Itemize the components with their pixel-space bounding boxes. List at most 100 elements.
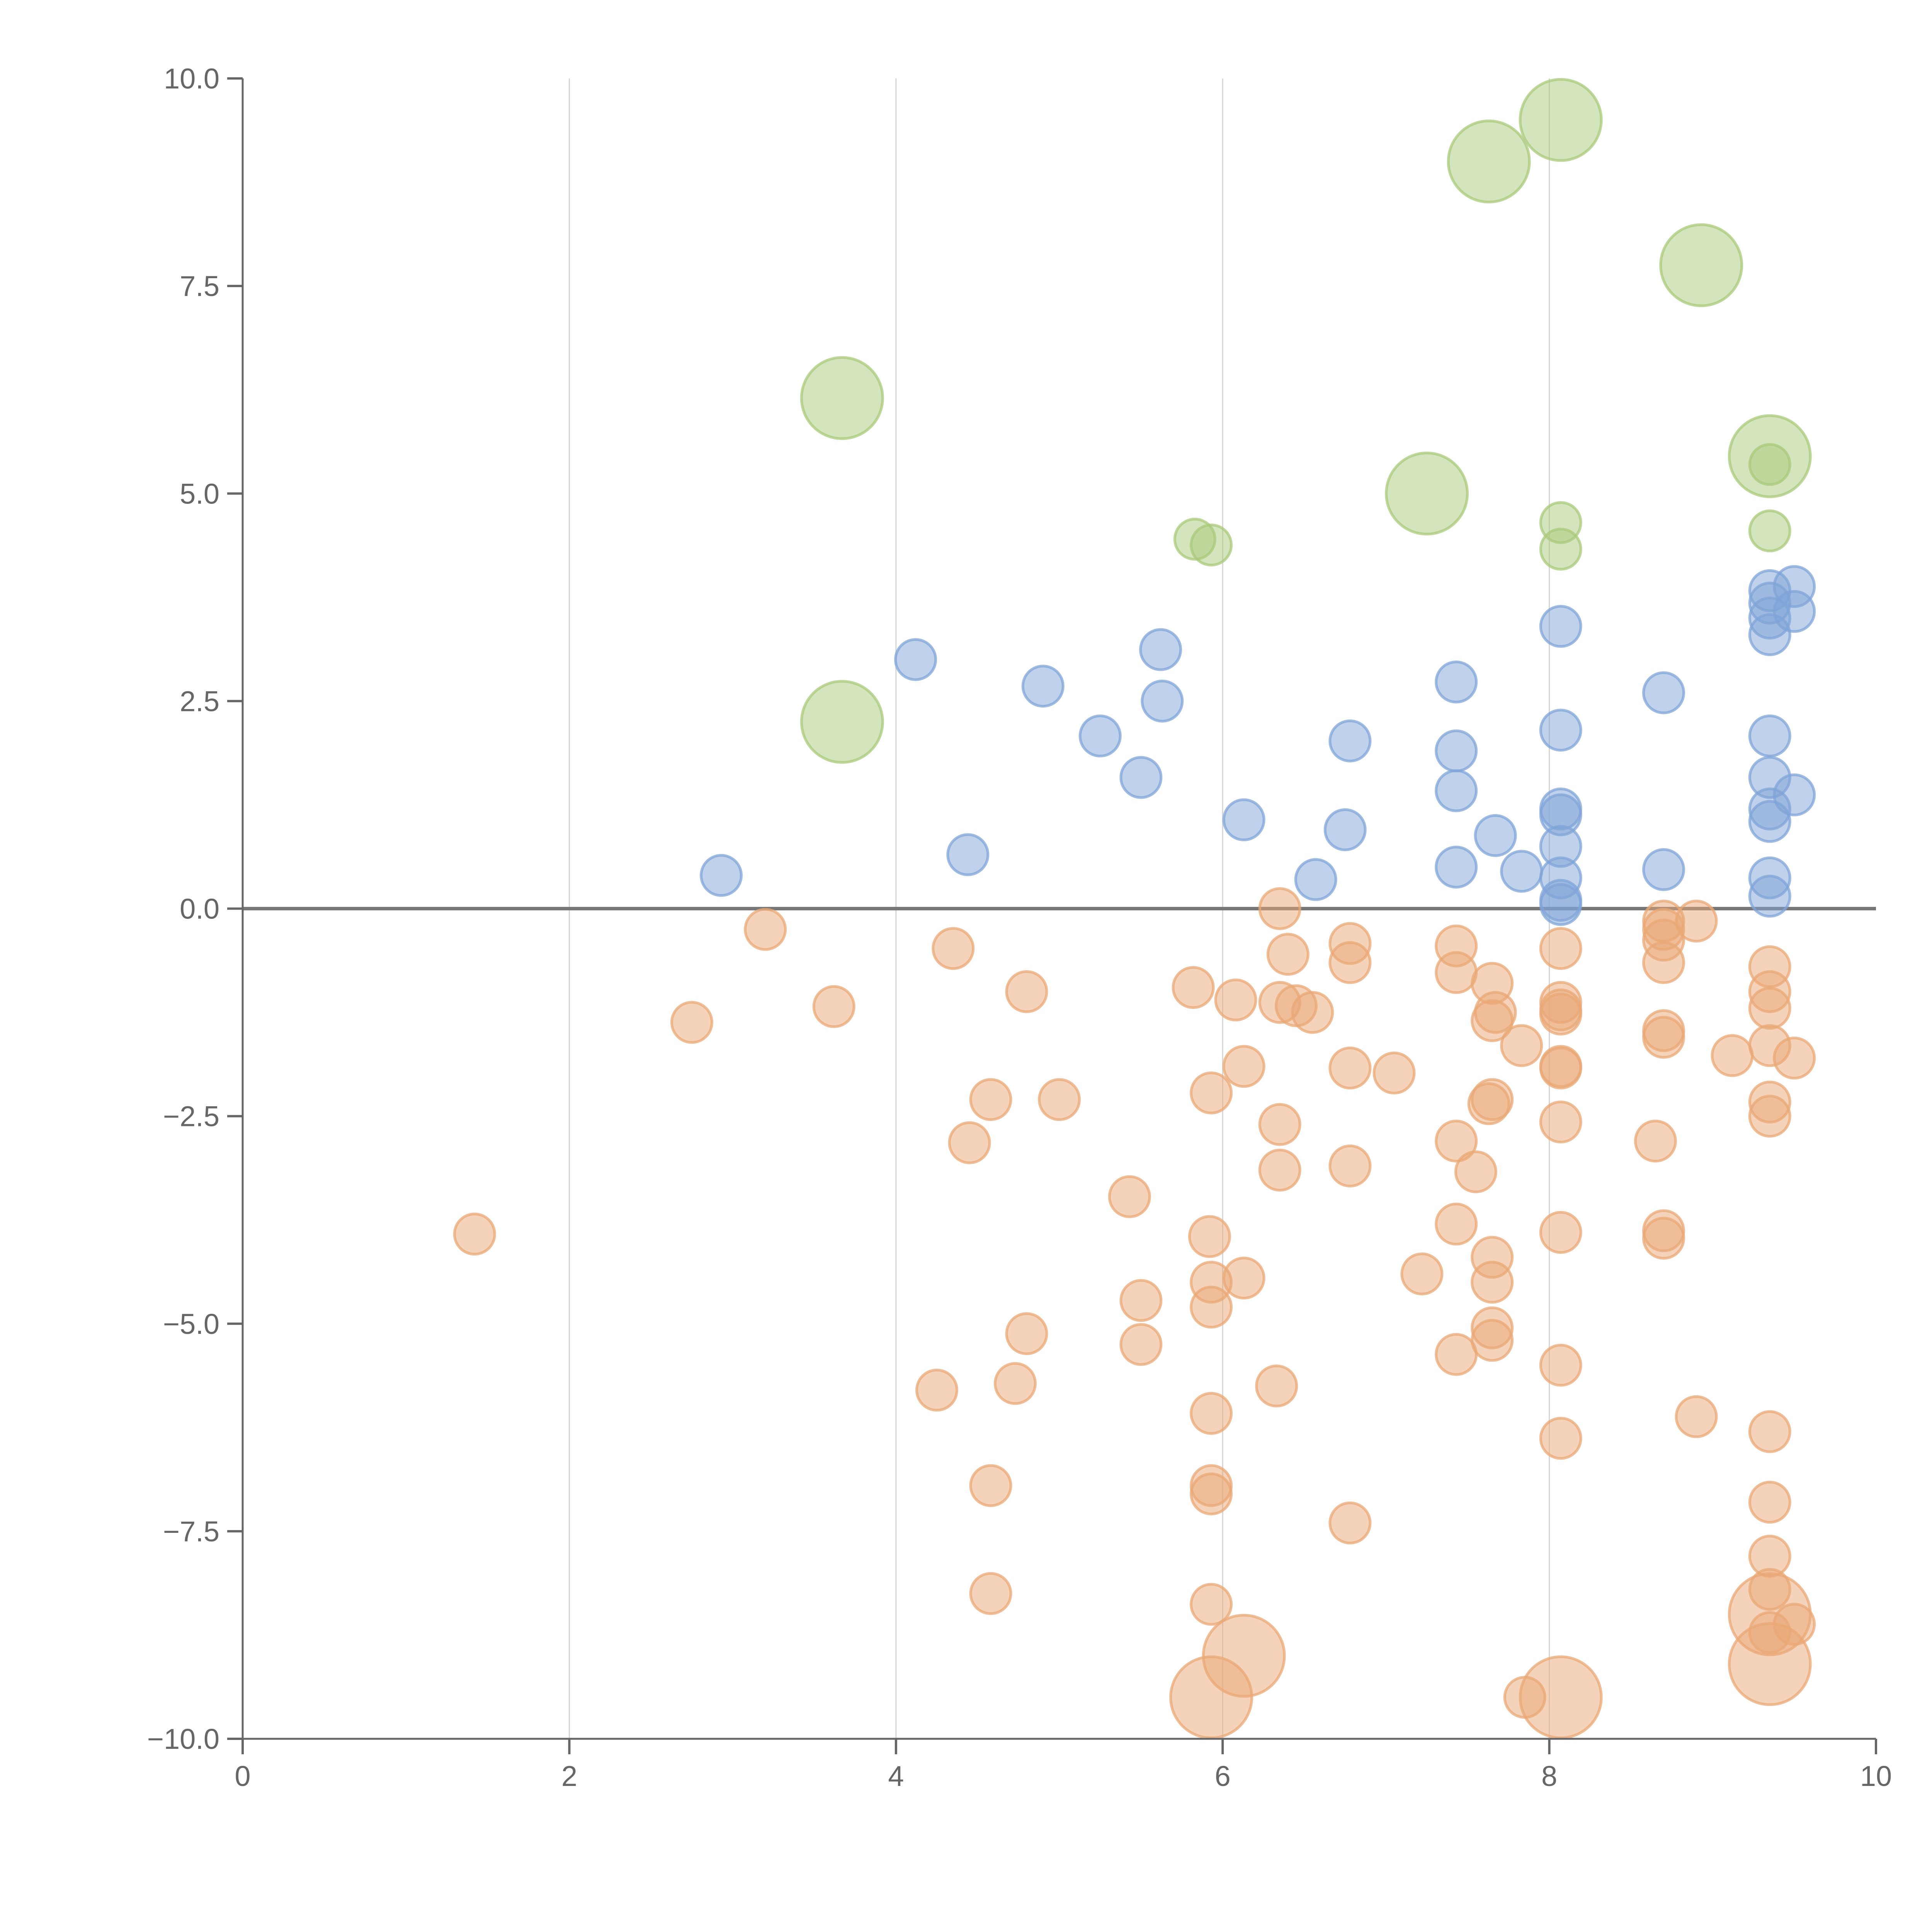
- orange-point-69: [1119, 1279, 1163, 1322]
- green-point-7: [1748, 443, 1791, 486]
- orange-point-63: [1642, 1216, 1685, 1260]
- y-tick-label-4: 0.0: [180, 893, 219, 925]
- green-point-2: [1659, 223, 1743, 307]
- orange-point-43: [969, 1078, 1012, 1121]
- blue-point-20: [1435, 769, 1478, 812]
- orange-point-40: [1539, 1046, 1582, 1090]
- x-tick-label-3: 6: [1215, 1760, 1231, 1792]
- blue-point-26: [1748, 800, 1791, 843]
- orange-point-14: [1435, 951, 1478, 994]
- blue-point-12: [1141, 679, 1184, 723]
- orange-point-28: [1539, 992, 1582, 1036]
- green-point-1: [1447, 119, 1531, 204]
- orange-point-3: [744, 908, 787, 951]
- orange-point-52: [948, 1121, 991, 1164]
- orange-point-49: [1539, 1100, 1582, 1144]
- orange-point-22: [812, 985, 855, 1028]
- orange-point-79: [915, 1369, 958, 1412]
- blue-point-40: [1539, 883, 1582, 926]
- orange-point-87: [1748, 1481, 1791, 1524]
- blue-point-32: [1642, 848, 1685, 891]
- orange-point-10: [1266, 933, 1310, 976]
- orange-point-37: [1222, 1045, 1265, 1088]
- green-point-6: [800, 680, 884, 764]
- y-tick-label-7: −7.5: [163, 1515, 219, 1548]
- orange-point-8: [932, 927, 975, 970]
- blue-point-30: [946, 833, 990, 876]
- orange-point-41: [1372, 1051, 1416, 1095]
- green-point-5: [1385, 451, 1469, 536]
- x-tick-label-4: 8: [1541, 1760, 1557, 1792]
- y-tick-label-5: −2.5: [163, 1100, 219, 1133]
- blue-point-33: [1500, 850, 1543, 893]
- orange-point-54: [1328, 1145, 1372, 1188]
- orange-point-86: [1190, 1472, 1233, 1515]
- orange-point-57: [1108, 1175, 1151, 1218]
- points-layer: [453, 78, 1816, 1740]
- green-point-11: [1190, 523, 1233, 566]
- blue-point-8: [894, 638, 937, 681]
- orange-point-42: [1190, 1071, 1233, 1114]
- orange-point-78: [1255, 1364, 1298, 1408]
- blue-point-31: [1435, 845, 1478, 889]
- orange-point-72: [1005, 1312, 1048, 1355]
- orange-point-81: [1675, 1395, 1718, 1438]
- orange-point-83: [1539, 1417, 1582, 1460]
- blue-point-7: [1139, 628, 1182, 671]
- axis-layer: 10.0 7.5 5.0 2.5 0.0 −2.5 −5.0 −7.5 −10.0 0 2 4 6 8 10: [147, 63, 1892, 1792]
- orange-point-65: [1400, 1252, 1444, 1296]
- blue-point-34: [700, 854, 743, 897]
- blue-point-11: [1642, 671, 1685, 714]
- orange-point-17: [1005, 970, 1048, 1013]
- orange-point-12: [1328, 941, 1372, 984]
- green-point-9: [1748, 509, 1791, 553]
- x-tick-label-2: 4: [888, 1760, 904, 1792]
- x-tick-label-0: 0: [235, 1760, 250, 1792]
- orange-point-56: [1454, 1150, 1497, 1194]
- orange-point-48: [1748, 1095, 1791, 1138]
- orange-point-73: [1471, 1319, 1514, 1362]
- orange-point-9: [1539, 927, 1582, 970]
- orange-point-100: [1519, 1655, 1603, 1740]
- orange-point-74: [1119, 1323, 1163, 1366]
- y-tick-label-8: −10.0: [147, 1723, 219, 1755]
- green-point-0: [1519, 78, 1603, 162]
- blue-point-17: [1435, 729, 1478, 772]
- orange-point-33: [1500, 1024, 1543, 1067]
- orange-point-68: [1471, 1260, 1514, 1304]
- y-tick-label-3: 2.5: [180, 685, 219, 717]
- blue-point-38: [1748, 874, 1791, 918]
- orange-point-0: [1258, 887, 1301, 930]
- orange-point-26: [1291, 991, 1334, 1034]
- x-tick-label-5: 10: [1860, 1760, 1892, 1792]
- orange-point-24: [1748, 986, 1791, 1030]
- orange-point-91: [969, 1572, 1012, 1615]
- blue-point-6: [1748, 613, 1791, 656]
- blue-point-9: [1435, 660, 1478, 704]
- blue-point-5: [1539, 605, 1582, 648]
- orange-point-30: [670, 1001, 713, 1044]
- y-tick-label-0: 10.0: [164, 63, 219, 95]
- orange-point-51: [1634, 1119, 1677, 1163]
- y-tick-label-1: 7.5: [180, 270, 219, 302]
- orange-point-76: [1539, 1344, 1582, 1387]
- orange-point-53: [1435, 1119, 1478, 1163]
- orange-point-11: [1642, 941, 1685, 984]
- blue-point-14: [1078, 714, 1122, 758]
- orange-point-88: [1328, 1501, 1372, 1544]
- blue-point-28: [1474, 814, 1517, 857]
- orange-point-80: [1190, 1392, 1233, 1435]
- x-tick-label-1: 2: [561, 1760, 577, 1792]
- orange-point-50: [1258, 1103, 1301, 1146]
- orange-point-60: [453, 1213, 496, 1256]
- orange-point-82: [1748, 1410, 1791, 1453]
- green-point-12: [1539, 527, 1582, 571]
- orange-point-84: [969, 1464, 1012, 1507]
- orange-point-19: [1214, 978, 1257, 1022]
- orange-point-32: [1642, 1016, 1685, 1059]
- blue-point-15: [1748, 714, 1791, 758]
- orange-point-39: [1328, 1046, 1372, 1090]
- orange-point-99: [1169, 1655, 1253, 1740]
- orange-point-92: [1190, 1583, 1233, 1626]
- orange-point-47: [1467, 1082, 1510, 1125]
